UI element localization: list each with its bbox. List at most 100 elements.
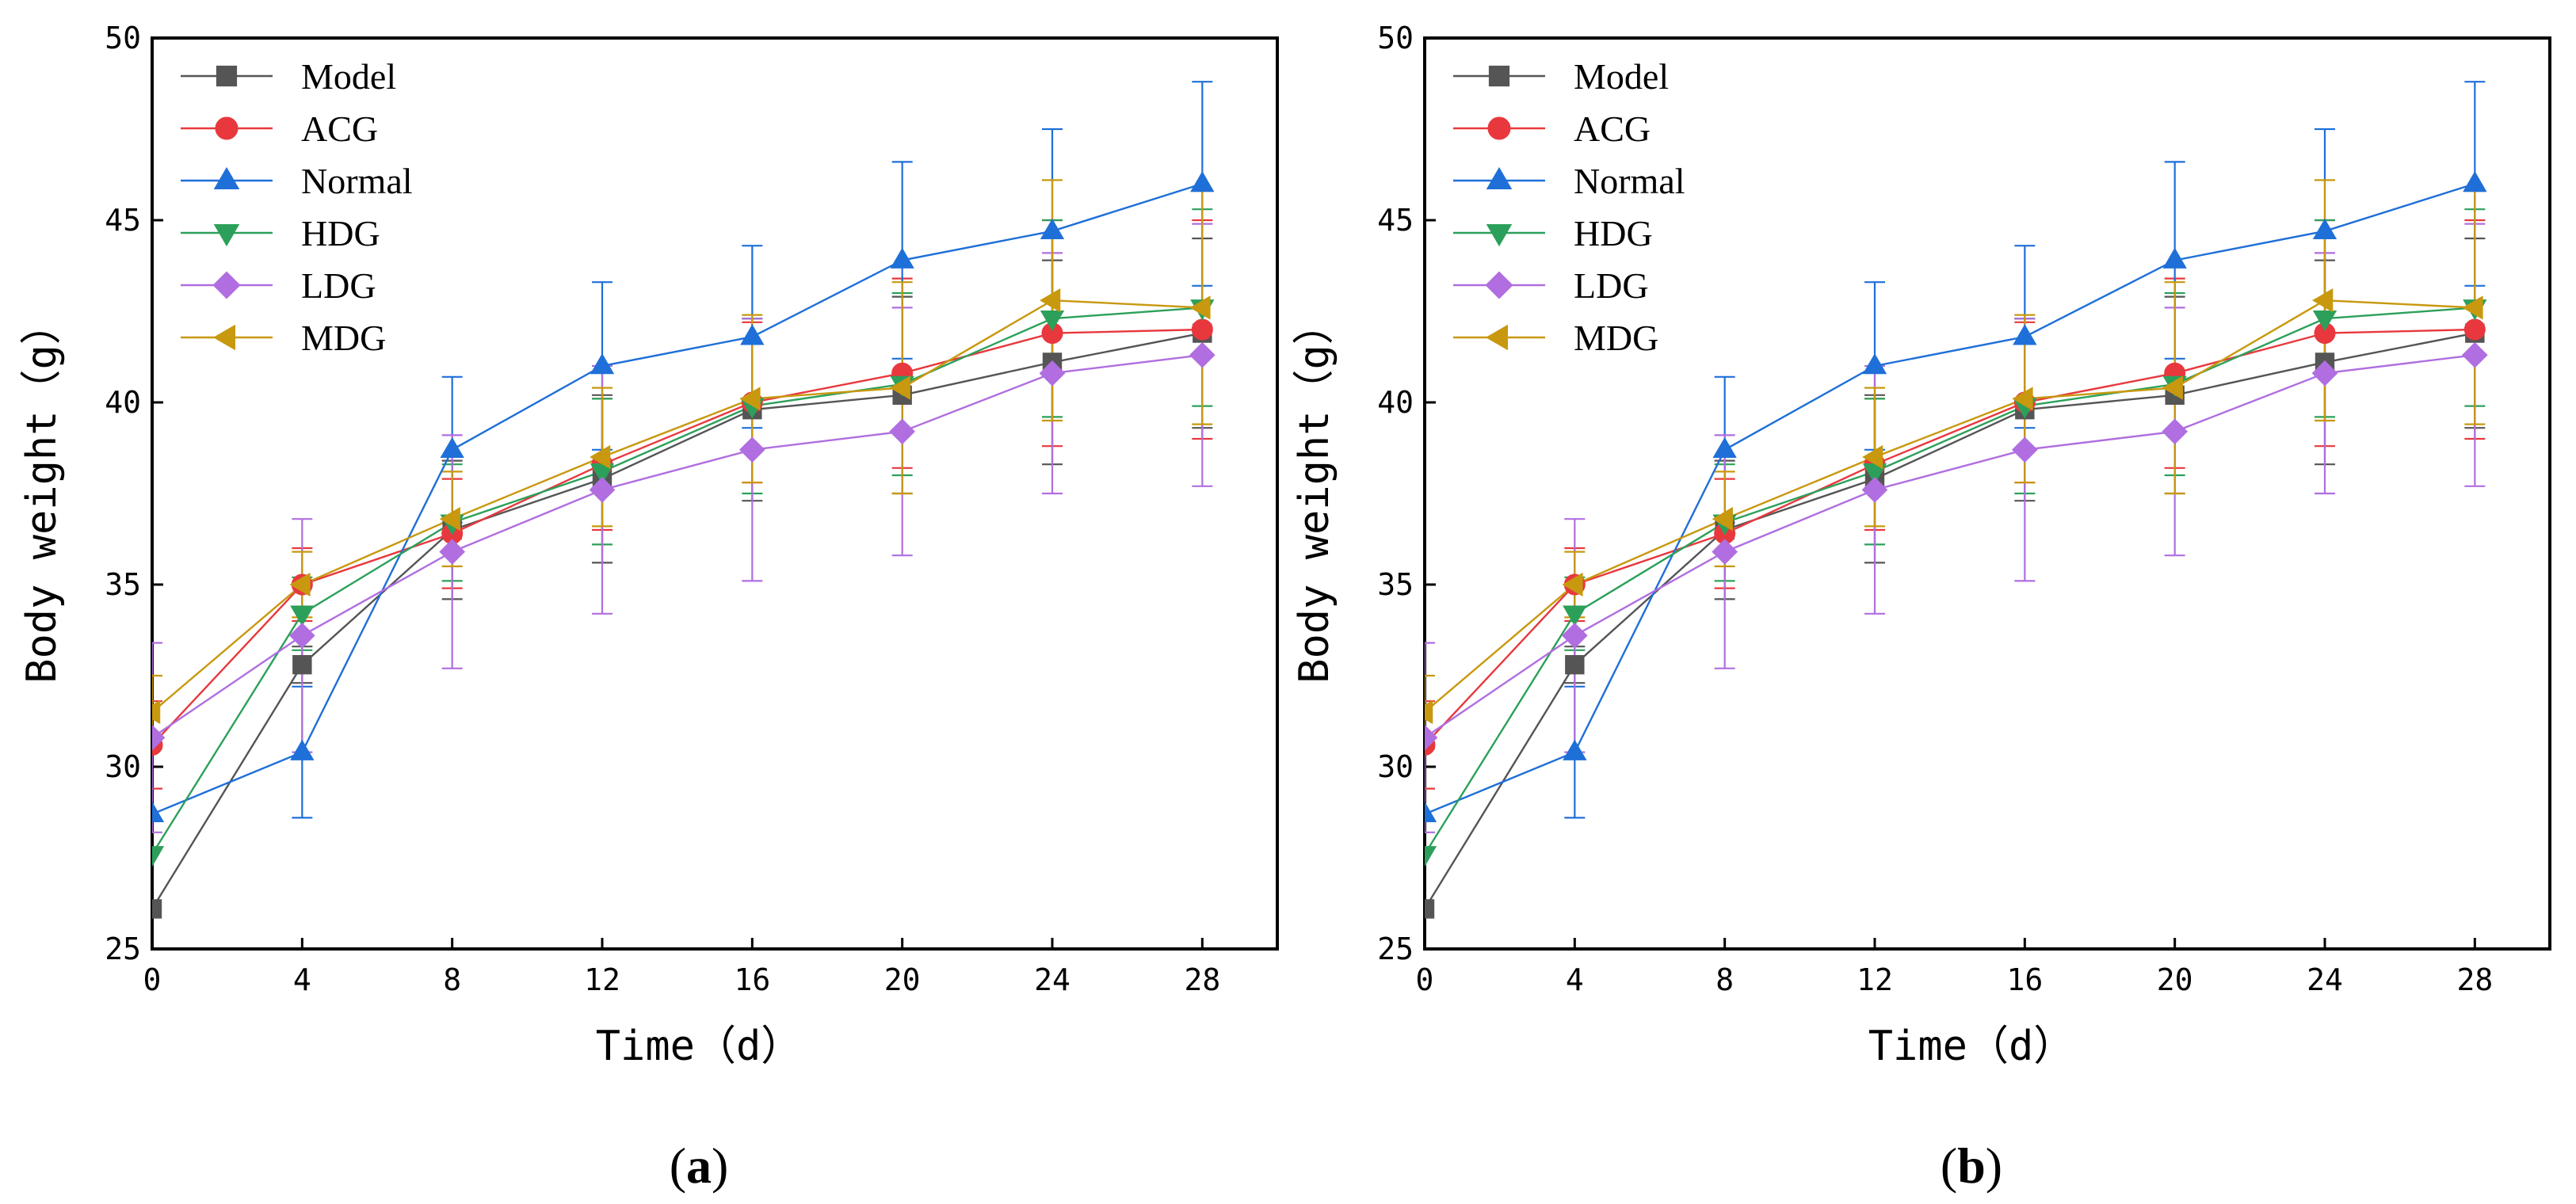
data-layer bbox=[1425, 81, 2488, 919]
x-tick-label: 0 bbox=[1416, 962, 1434, 997]
panel-label-close: ) bbox=[1986, 1137, 2002, 1194]
data-point bbox=[292, 655, 312, 675]
data-point bbox=[590, 353, 615, 375]
data-point bbox=[1040, 288, 1061, 313]
legend-marker bbox=[1488, 65, 1510, 87]
series-line-model bbox=[152, 332, 1203, 910]
legend-marker bbox=[1487, 116, 1511, 140]
x-tick-label: 16 bbox=[2006, 962, 2043, 997]
data-point bbox=[290, 605, 315, 627]
data-point bbox=[1189, 295, 1211, 320]
data-point bbox=[1425, 899, 1435, 919]
data-point bbox=[1040, 310, 1065, 332]
series-line-model bbox=[1425, 332, 2475, 910]
legend-item-hdg: HDG bbox=[181, 213, 380, 253]
legend-marker bbox=[212, 271, 241, 299]
data-point bbox=[889, 375, 910, 400]
panel-label-letter: b bbox=[1957, 1137, 1986, 1194]
data-point bbox=[2312, 310, 2337, 332]
y-tick-label: 45 bbox=[1377, 203, 1414, 238]
legend-marker bbox=[1485, 271, 1513, 299]
chart-panel-a: 0 4 8 12 16 20 24 28 25 30 35 40 45 50 Time（d） Body wei… bbox=[18, 21, 1279, 1194]
y-tick-label: 35 bbox=[1377, 567, 1414, 602]
legend-marker bbox=[215, 116, 239, 140]
legend-label: LDG bbox=[301, 265, 376, 306]
y-tick-label: 25 bbox=[105, 932, 141, 966]
data-point bbox=[739, 387, 761, 411]
data-point bbox=[1565, 655, 1585, 675]
panel-label-open: ( bbox=[1941, 1137, 1957, 1194]
data-point bbox=[2462, 295, 2483, 320]
data-point bbox=[2463, 171, 2487, 192]
legend-label: MDG bbox=[1574, 318, 1658, 358]
data-point bbox=[439, 507, 460, 532]
data-point bbox=[890, 247, 914, 269]
data-point bbox=[2013, 324, 2037, 345]
series-line-normal bbox=[152, 182, 1203, 815]
series-line-acg bbox=[152, 328, 1203, 746]
data-point bbox=[1191, 318, 1213, 341]
markers-ldg bbox=[152, 341, 1215, 751]
legend-marker bbox=[213, 166, 240, 189]
series-line-hdg bbox=[152, 307, 1203, 855]
data-point bbox=[2312, 218, 2337, 240]
legend-item-model: Model bbox=[1453, 56, 1669, 97]
legend-label: MDG bbox=[301, 318, 386, 358]
data-point bbox=[1712, 507, 1733, 532]
x-tick-label: 8 bbox=[1715, 962, 1734, 997]
legend-label: Model bbox=[1574, 56, 1669, 97]
x-axis-title: Time（d） bbox=[596, 1023, 803, 1070]
panel-label: (b) bbox=[1941, 1137, 2002, 1194]
data-point bbox=[1563, 739, 1587, 760]
data-point bbox=[589, 477, 616, 503]
series-line-ldg bbox=[152, 354, 1203, 739]
legend-marker bbox=[213, 224, 240, 247]
chart-panel-b: 0 4 8 12 16 20 24 28 25 30 35 40 45 50 Time（d） Body wei… bbox=[1291, 21, 2551, 1194]
data-point bbox=[1425, 724, 1438, 751]
data-point bbox=[1189, 341, 1215, 368]
data-point bbox=[1563, 605, 1587, 627]
legend-item-hdg: HDG bbox=[1453, 213, 1653, 253]
x-tick-label: 24 bbox=[2307, 962, 2343, 997]
data-point bbox=[152, 899, 162, 919]
data-point bbox=[1562, 623, 1588, 649]
series-line-mdg bbox=[152, 299, 1203, 713]
legend-marker bbox=[1486, 166, 1513, 189]
y-tick-label: 25 bbox=[1377, 932, 1414, 966]
panel-label-letter: a bbox=[686, 1137, 712, 1194]
x-axis-title: Time（d） bbox=[1868, 1023, 2075, 1070]
y-tick-label: 45 bbox=[105, 203, 141, 238]
legend-label: HDG bbox=[301, 213, 380, 253]
data-point bbox=[2162, 247, 2187, 269]
markers-normal bbox=[152, 171, 1215, 823]
legend-marker bbox=[216, 65, 238, 87]
y-tick-label: 40 bbox=[105, 385, 141, 420]
y-tick-label: 40 bbox=[1377, 385, 1414, 420]
legend-marker bbox=[1486, 224, 1513, 247]
data-point bbox=[289, 623, 315, 649]
markers-mdg bbox=[1425, 288, 2483, 725]
data-point bbox=[2162, 375, 2183, 400]
legend-marker bbox=[1485, 324, 1508, 351]
plot-frame bbox=[1423, 36, 2551, 951]
data-point bbox=[1862, 353, 1887, 375]
legend-item-mdg: MDG bbox=[1453, 318, 1658, 358]
legend-item-ldg: LDG bbox=[1453, 265, 1649, 306]
data-point bbox=[1425, 801, 1437, 823]
y-axis-title: Body weight（g） bbox=[1291, 303, 1338, 684]
legend-item-model: Model bbox=[181, 56, 396, 97]
legend-item-acg: ACG bbox=[181, 109, 378, 149]
markers-normal bbox=[1425, 171, 2487, 823]
panel-label-open: ( bbox=[670, 1137, 686, 1194]
data-point bbox=[2012, 436, 2038, 463]
y-axis-title: Body weight（g） bbox=[18, 303, 66, 684]
x-tick-label: 12 bbox=[1857, 962, 1893, 997]
panel-label-close: ) bbox=[712, 1137, 728, 1194]
x-tick-label: 20 bbox=[2157, 962, 2193, 997]
data-point bbox=[2311, 360, 2338, 387]
series-line-normal bbox=[1425, 182, 2475, 815]
series-line-ldg bbox=[1425, 354, 2475, 739]
legend-label: LDG bbox=[1574, 265, 1649, 306]
series-line-acg bbox=[1425, 328, 2475, 746]
